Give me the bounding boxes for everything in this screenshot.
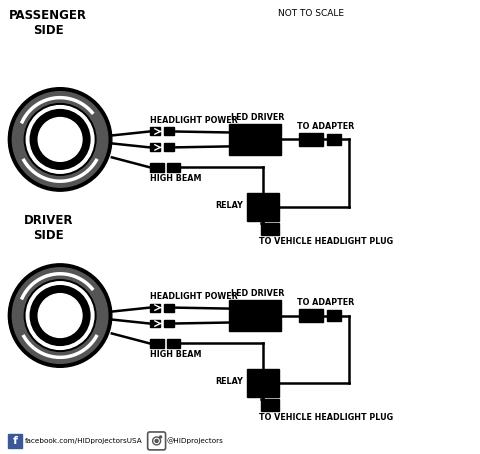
Text: @HIDprojectors: @HIDprojectors [167,438,223,444]
Circle shape [12,92,108,187]
Bar [299,133,323,146]
Bar [150,304,159,311]
Circle shape [12,268,108,363]
Circle shape [30,109,90,169]
Bar [167,163,180,172]
Circle shape [46,125,74,153]
Bar [164,128,174,135]
Circle shape [24,280,96,351]
Bar [150,128,159,135]
FancyBboxPatch shape [148,432,166,450]
Bar [167,339,180,348]
Circle shape [30,286,90,345]
Circle shape [8,88,112,191]
Bar [150,320,159,327]
Bar [261,399,279,411]
Bar [8,434,22,448]
Text: TO ADAPTER: TO ADAPTER [297,298,354,307]
Bar [261,223,279,235]
Bar [229,300,281,331]
Bar [327,134,341,145]
Circle shape [155,439,158,443]
Text: LED DRIVER: LED DRIVER [231,289,285,298]
Text: facebook.com/HIDprojectorsUSA: facebook.com/HIDprojectorsUSA [25,438,143,444]
Circle shape [159,436,162,438]
Bar [229,123,281,155]
Bar [247,193,279,221]
Circle shape [8,264,112,367]
Text: HEADLIGHT POWER: HEADLIGHT POWER [150,115,238,124]
Text: RELAY: RELAY [216,377,243,386]
Text: NOT TO SCALE: NOT TO SCALE [278,9,344,18]
Circle shape [38,294,82,337]
Bar [299,309,323,322]
Bar [164,143,174,151]
Text: TO ADAPTER: TO ADAPTER [297,122,354,131]
Circle shape [26,282,94,350]
Text: PASSENGER
SIDE: PASSENGER SIDE [9,9,87,37]
Text: HEADLIGHT POWER: HEADLIGHT POWER [150,291,238,301]
Text: TO VEHICLE HEADLIGHT PLUG: TO VEHICLE HEADLIGHT PLUG [259,237,393,246]
Bar [164,320,174,327]
Bar [150,143,159,151]
Text: LED DRIVER: LED DRIVER [231,113,285,122]
Text: HIGH BEAM: HIGH BEAM [150,174,201,183]
Text: f: f [13,436,18,446]
Bar [150,163,164,172]
Bar [327,310,341,321]
Text: TO VEHICLE HEADLIGHT PLUG: TO VEHICLE HEADLIGHT PLUG [259,413,393,422]
Circle shape [38,118,82,161]
Bar [164,304,174,311]
Circle shape [24,104,96,175]
Bar [150,339,164,348]
Circle shape [46,301,74,330]
Bar [247,369,279,397]
Text: HIGH BEAM: HIGH BEAM [150,350,201,359]
Circle shape [26,106,94,173]
Text: RELAY: RELAY [216,201,243,210]
Text: DRIVER
SIDE: DRIVER SIDE [24,214,73,242]
